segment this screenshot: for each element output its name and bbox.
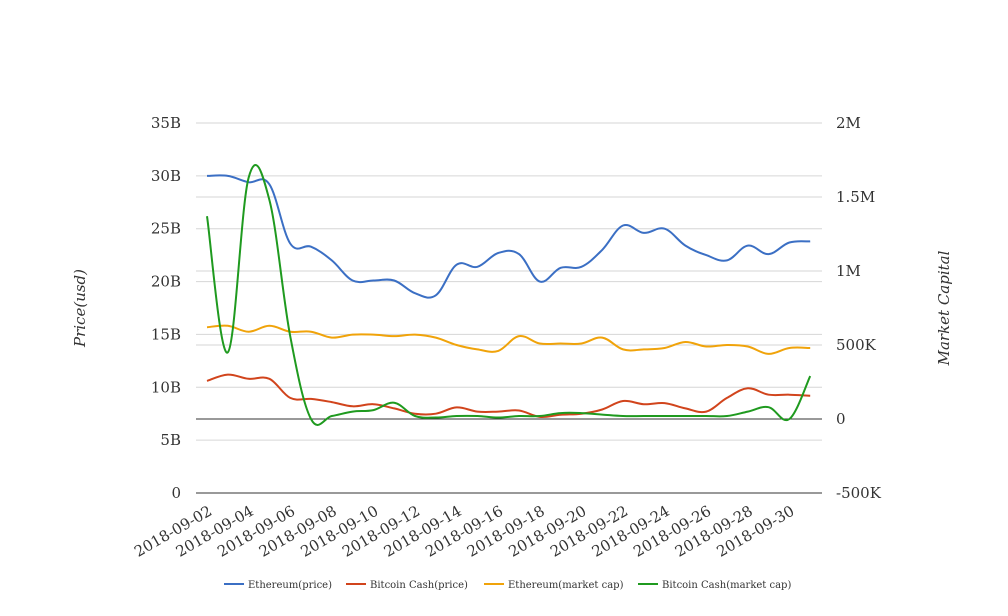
x-axis-ticks: 2018-09-022018-09-042018-09-062018-09-08… bbox=[131, 502, 797, 561]
right-tick-label: 2M bbox=[836, 114, 861, 132]
right-axis-ticks: -500K 0 500K 1M 1.5M 2M bbox=[836, 114, 882, 502]
right-axis-title: Market Capital bbox=[935, 250, 953, 366]
left-tick-label: 15B bbox=[151, 325, 181, 343]
right-tick-label: 1M bbox=[836, 262, 861, 280]
left-tick-label: 35B bbox=[151, 114, 181, 132]
bitcoin-cash-market-cap-line bbox=[206, 164, 812, 426]
bitcoin-cash-price-line bbox=[206, 373, 811, 419]
gridlines bbox=[196, 122, 822, 494]
right-tick-label: 0 bbox=[836, 410, 846, 428]
left-tick-label: 20B bbox=[151, 273, 181, 291]
right-tick-label: 500K bbox=[836, 336, 877, 354]
legend: Ethereum(price) Bitcoin Cash(price) Ethere… bbox=[224, 580, 791, 591]
series-lines bbox=[206, 164, 812, 426]
ethereum-market-cap-line bbox=[206, 324, 811, 355]
legend-label-bitcoin-cash-price: Bitcoin Cash(price) bbox=[370, 580, 468, 591]
left-axis-title: Price(usd) bbox=[71, 269, 89, 348]
right-tick-label: -500K bbox=[836, 484, 882, 502]
legend-label-ethereum-price: Ethereum(price) bbox=[248, 580, 332, 591]
ethereum-price-line bbox=[206, 174, 811, 299]
left-tick-label: 30B bbox=[151, 167, 181, 185]
legend-label-ethereum-market-cap: Ethereum(market cap) bbox=[508, 580, 624, 591]
left-tick-label: 10B bbox=[151, 378, 181, 396]
right-tick-label: 1.5M bbox=[836, 188, 875, 206]
left-axis-ticks: 0 5B 10B 15B 20B 25B 30B 35B bbox=[151, 114, 181, 502]
left-tick-label: 25B bbox=[151, 220, 181, 238]
left-tick-label: 5B bbox=[160, 431, 181, 449]
legend-label-bitcoin-cash-market-cap: Bitcoin Cash(market cap) bbox=[662, 580, 791, 591]
left-tick-label: 0 bbox=[171, 484, 181, 502]
